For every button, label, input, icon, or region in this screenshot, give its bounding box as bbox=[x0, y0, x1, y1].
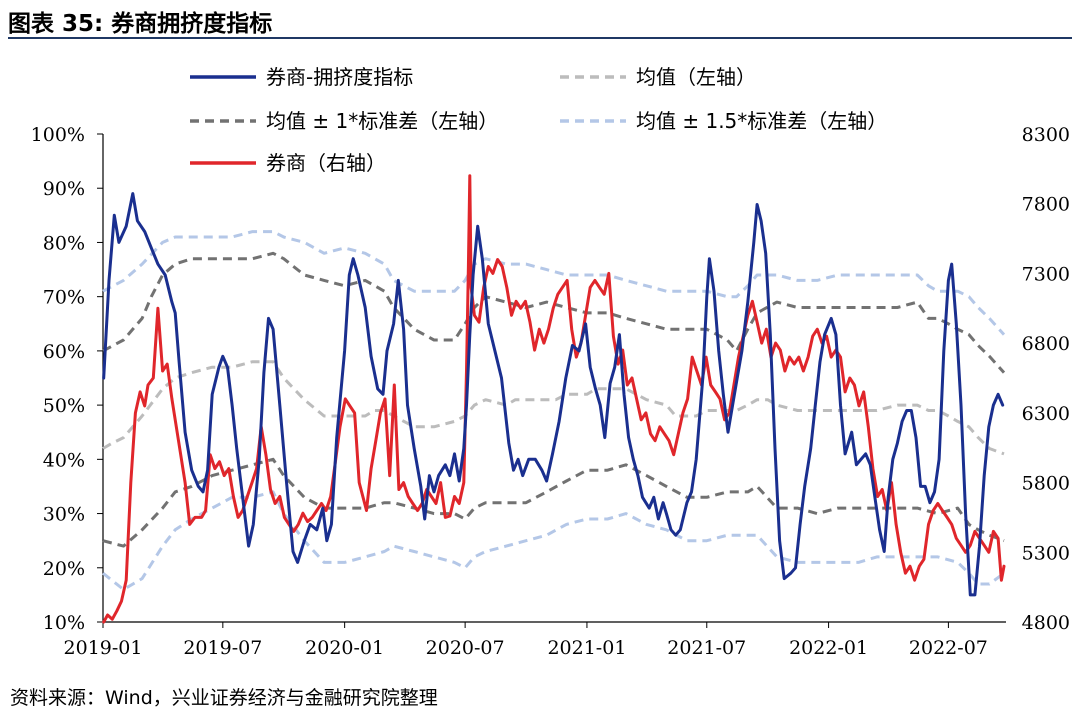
y-left-tick-label: 10% bbox=[43, 612, 85, 634]
y-right-tick-label: 8300 bbox=[1022, 124, 1070, 146]
x-tick-label: 2022-01 bbox=[789, 637, 868, 659]
source-note: 资料来源：Wind，兴业证券经济与金融研究院整理 bbox=[10, 687, 438, 709]
y-left-tick-label: 30% bbox=[43, 504, 85, 526]
series-line-1 bbox=[102, 360, 1005, 456]
legend-label-4: 券商（右轴） bbox=[266, 151, 386, 175]
y-right-tick-label: 7300 bbox=[1022, 263, 1070, 285]
legend-label-1: 均值（左轴） bbox=[636, 65, 756, 89]
y-left-tick-label: 100% bbox=[31, 124, 85, 146]
x-tick-label: 2020-01 bbox=[305, 637, 384, 659]
y-right-tick-label: 6800 bbox=[1022, 333, 1070, 355]
figure-title: 图表 35: 券商拥挤度指标 bbox=[8, 11, 273, 37]
x-tick-label: 2019-07 bbox=[183, 637, 262, 659]
y-left-tick-label: 50% bbox=[43, 395, 85, 417]
y-left-tick-label: 60% bbox=[43, 341, 85, 363]
y-right-tick-label: 7800 bbox=[1022, 194, 1070, 216]
legend-label-0: 券商-拥挤度指标 bbox=[266, 65, 413, 89]
y-left-tick-label: 80% bbox=[43, 232, 85, 254]
y-left-tick-label: 20% bbox=[43, 558, 85, 580]
x-tick-label: 2019-01 bbox=[64, 637, 143, 659]
title-rule bbox=[8, 37, 1072, 39]
x-tick-label: 2020-07 bbox=[426, 637, 505, 659]
y-right-tick-label: 5300 bbox=[1022, 542, 1070, 564]
series-line-4 bbox=[102, 230, 1006, 336]
x-tick-label: 2021-01 bbox=[547, 637, 626, 659]
series-lines-group bbox=[102, 174, 1006, 624]
series-line-5 bbox=[102, 490, 1005, 591]
series-line-6 bbox=[102, 174, 1006, 624]
y-right-tick-label: 4800 bbox=[1022, 612, 1070, 634]
legend-label-3: 均值 ± 1.5*标准差（左轴） bbox=[636, 109, 887, 133]
y-left-tick-label: 90% bbox=[43, 178, 85, 200]
legend: 券商-拥挤度指标 均值（左轴） 均值 ± 1*标准差（左轴） 均值 ± 1.5*标准差… bbox=[190, 65, 887, 175]
series-line-2 bbox=[102, 251, 1006, 374]
x-tick-label: 2022-07 bbox=[909, 637, 988, 659]
x-tick-label: 2021-07 bbox=[667, 637, 746, 659]
y-left-tick-label: 70% bbox=[43, 287, 85, 309]
legend-label-2: 均值 ± 1*标准差（左轴） bbox=[266, 109, 498, 133]
series-line-0 bbox=[102, 192, 1005, 597]
y-right-tick-label: 6300 bbox=[1022, 403, 1070, 425]
y-left-tick-label: 40% bbox=[43, 449, 85, 471]
axes-group: 10% 20% 30% 40% 50% 60% 70% 80% 90% 100% 4800 5300 5… bbox=[31, 124, 1070, 659]
y-right-tick-label: 5800 bbox=[1022, 473, 1070, 495]
